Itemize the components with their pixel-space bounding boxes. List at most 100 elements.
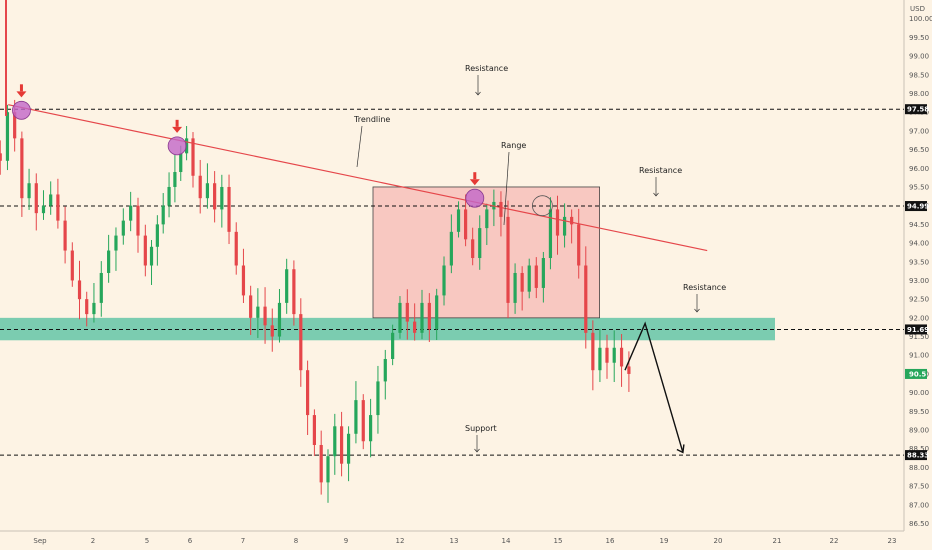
price-tag-label: 88.33 <box>907 452 929 460</box>
candle-body <box>354 400 358 434</box>
y-tick-label: 93.00 <box>909 277 929 285</box>
candle-body <box>299 314 303 371</box>
candle <box>114 227 118 271</box>
candle-body <box>27 183 31 199</box>
candle <box>478 215 482 270</box>
candle-body <box>619 347 624 367</box>
y-tick-label: 87.50 <box>909 483 929 491</box>
candle-body <box>471 239 475 259</box>
down-arrow-head <box>16 91 27 98</box>
y-tick-label: 96.50 <box>909 146 929 154</box>
down-arrow-shaft <box>19 84 23 92</box>
y-tick-label: 98.50 <box>909 71 929 79</box>
candle-body <box>584 265 588 333</box>
candle-body <box>326 456 330 483</box>
down-arrow-head <box>469 179 480 186</box>
candle <box>598 328 602 383</box>
candle-body <box>534 265 538 288</box>
candle <box>136 197 140 253</box>
y-tick-label: 88.50 <box>909 445 929 453</box>
candle <box>143 224 147 277</box>
candle <box>513 263 517 314</box>
candle-body <box>49 194 53 206</box>
candle <box>456 201 461 238</box>
candle-body <box>427 302 431 330</box>
x-tick-label: 12 <box>396 537 405 545</box>
candle-body <box>213 183 217 210</box>
annotation-label: Support <box>465 424 497 433</box>
candle <box>256 288 260 338</box>
y-tick-label: 94.50 <box>909 221 929 229</box>
annotation-pointer-head <box>475 91 481 96</box>
candle-body <box>513 272 517 303</box>
candle <box>612 330 616 383</box>
candle <box>161 193 165 234</box>
candle <box>155 215 159 266</box>
candle-body <box>369 415 373 442</box>
candle-body <box>149 246 154 266</box>
candle <box>339 411 344 477</box>
x-tick-label: 21 <box>773 537 782 545</box>
candle-body <box>56 194 60 221</box>
candle-body <box>562 216 567 236</box>
y-tick-label: 92.00 <box>909 314 929 322</box>
candle-body <box>70 250 74 281</box>
candle <box>306 360 310 435</box>
candle-body <box>205 183 210 199</box>
candle <box>413 303 417 341</box>
candle <box>435 288 439 340</box>
candle <box>471 227 475 266</box>
price-tag <box>905 201 927 212</box>
candle-body <box>442 265 446 296</box>
candle-body <box>361 400 365 442</box>
annotation-pointer-head <box>694 308 700 313</box>
currency-label: USD <box>910 5 925 13</box>
candle-body <box>13 112 17 139</box>
candle <box>34 173 38 231</box>
candle-body <box>121 220 125 236</box>
price-tag <box>905 450 927 461</box>
candle-body <box>99 272 103 303</box>
trendline-pointer <box>356 125 363 168</box>
trendline <box>8 104 708 252</box>
candle <box>383 349 387 400</box>
candle-body <box>0 153 2 161</box>
candle-body <box>506 216 510 303</box>
candle-body <box>598 347 602 371</box>
candle-body <box>435 295 439 330</box>
x-tick-label: 13 <box>450 537 459 545</box>
price-tag-label: 97.58 <box>907 106 929 114</box>
candle-body <box>456 209 461 232</box>
candle <box>485 203 489 246</box>
candle-body <box>391 332 395 359</box>
candle <box>299 298 303 387</box>
candle <box>541 251 545 303</box>
candle <box>270 308 274 352</box>
candle-body <box>34 183 38 214</box>
candle <box>527 258 531 299</box>
candle-body <box>405 302 409 322</box>
candle <box>361 394 365 450</box>
candle <box>449 214 453 274</box>
candle <box>520 266 524 311</box>
candle-body <box>277 302 282 337</box>
y-tick-label: 100.00 <box>909 15 932 23</box>
candle <box>5 104 10 171</box>
candle-body <box>114 235 118 251</box>
y-tick-label: 93.50 <box>909 258 929 266</box>
candle-body <box>249 295 253 318</box>
candle-body <box>527 265 531 292</box>
candle <box>56 178 60 229</box>
candle-body <box>376 381 380 416</box>
candle-body <box>398 302 402 333</box>
candle-body <box>5 112 10 161</box>
candle <box>369 398 373 458</box>
y-tick-label: 92.50 <box>909 296 929 304</box>
candle-body <box>63 220 67 251</box>
candle <box>184 126 189 161</box>
candle <box>591 320 595 391</box>
x-tick-label: 15 <box>554 537 563 545</box>
candle-body <box>129 205 133 221</box>
candle-body <box>577 224 581 266</box>
